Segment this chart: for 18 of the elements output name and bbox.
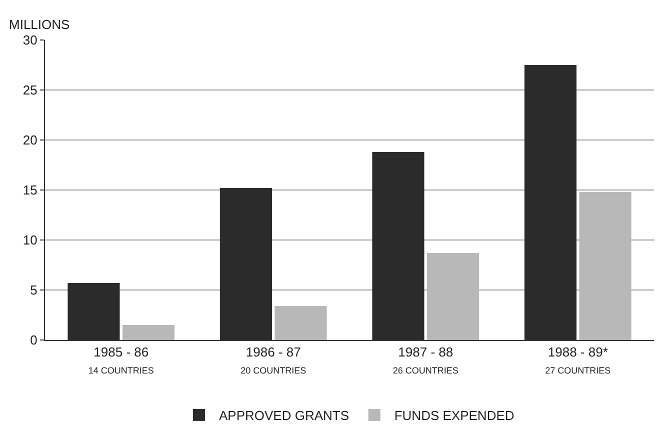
x-tick-label: 1985 - 86 14 COUNTRIES <box>88 344 154 376</box>
y-tick-label: 0 <box>30 332 38 348</box>
legend-label: FUNDS EXPENDED <box>394 408 514 424</box>
y-tick-label: 20 <box>22 132 38 148</box>
legend-label: APPROVED GRANTS <box>219 408 350 424</box>
y-tick-label: 5 <box>30 282 38 298</box>
x-tick-label: 1986 - 87 20 COUNTRIES <box>240 344 306 376</box>
bar <box>122 325 175 340</box>
bar <box>427 253 480 340</box>
bar <box>579 192 632 340</box>
y-axis-title: MILLIONS <box>9 17 70 32</box>
x-tick-label: 1987 - 88 26 COUNTRIES <box>392 344 458 376</box>
y-tick-label: 10 <box>22 232 38 248</box>
x-tick-label: 1988 - 89* 27 COUNTRIES <box>545 344 611 376</box>
bar <box>274 306 327 340</box>
y-tick-label: 25 <box>22 82 38 98</box>
y-tick-label: 30 <box>22 32 38 48</box>
y-tick-label: 15 <box>22 182 38 198</box>
